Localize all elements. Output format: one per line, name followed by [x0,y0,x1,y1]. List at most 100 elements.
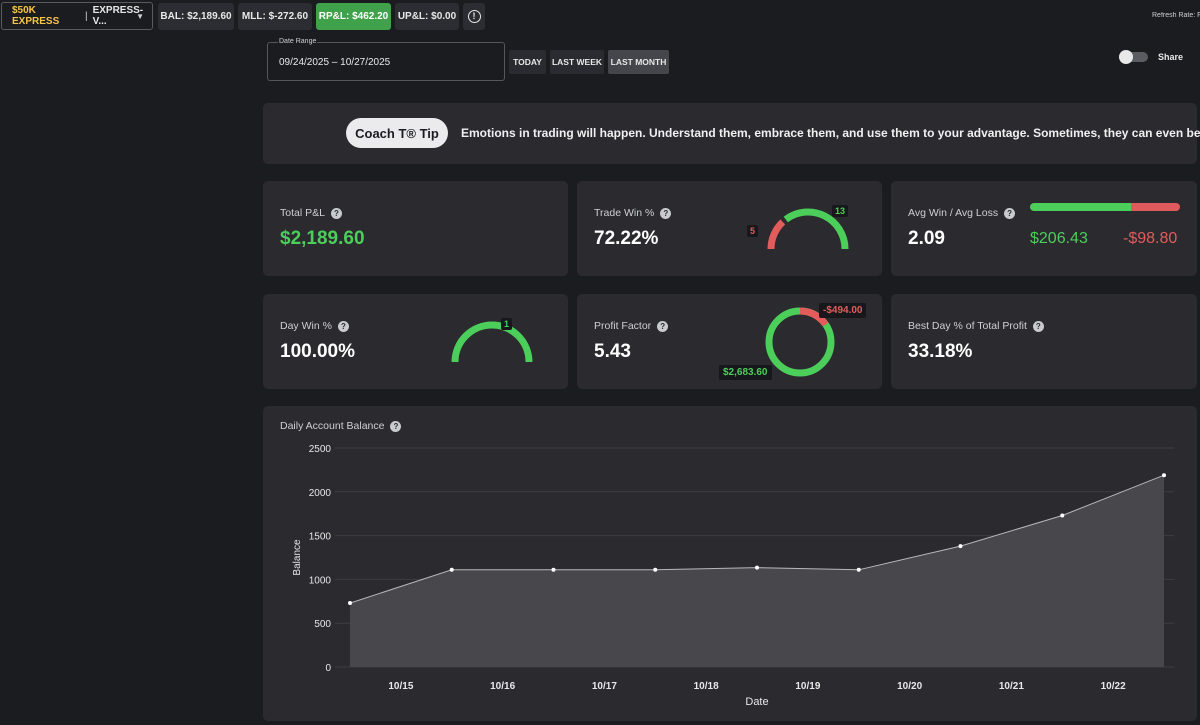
x-tick-label: 10/22 [1101,681,1126,692]
balance-point[interactable] [958,544,963,549]
day-win-gauge [451,321,533,363]
balance-point[interactable] [856,567,861,572]
coach-tip-button[interactable]: Coach T® Tip [346,118,448,148]
x-axis-label: Date [745,696,768,708]
balance-point[interactable] [653,567,658,572]
x-tick-label: 10/21 [999,681,1024,692]
share-toggle[interactable] [1119,50,1149,64]
avg-loss-segment [1131,203,1180,211]
account-id: EXPRESS-V... [92,5,144,27]
x-tick-label: 10/18 [694,681,719,692]
avg-loss-value: -$98.80 [1123,230,1178,247]
day-win-title: Day Win % [280,320,332,332]
x-tick-label: 10/17 [592,681,617,692]
last-week-button[interactable]: LAST WEEK [550,50,604,74]
trade-win-title: Trade Win % [594,207,655,219]
trade-win-card: Trade Win % ? 72.22% 13 5 [577,181,882,276]
help-icon[interactable]: ? [660,207,672,219]
avg-win-loss-title: Avg Win / Avg Loss [908,207,999,219]
info-button[interactable]: ! [463,3,485,30]
trade-win-gauge [767,208,849,250]
profit-factor-donut [765,307,835,377]
avg-win-loss-card: Avg Win / Avg Loss ? 2.09 $206.43 -$98.8… [891,181,1197,276]
profit-factor-profit-badge: $2,683.60 [719,365,772,380]
chevron-down-icon: ▼ [136,12,144,21]
balance-chip[interactable]: BAL: $2,189.60 [158,3,234,30]
top-bar: $50K EXPRESS | EXPRESS-V... ▼ BAL: $2,18… [0,0,1200,33]
rpl-chip[interactable]: RP&L: $462.20 [316,3,391,30]
balance-point[interactable] [1162,473,1166,478]
date-range-field[interactable]: Date Range 09/24/2025 – 10/27/2025 [267,38,505,81]
trade-win-loss-arc [767,219,786,250]
trade-win-losses-badge: 5 [747,225,759,237]
y-tick-label: 1500 [309,532,332,543]
chart-title: Daily Account Balance [280,420,385,432]
refresh-rate-label: Refresh Rate: Fast [1152,12,1200,19]
total-pnl-value: $2,189.60 [280,228,365,249]
best-day-value: 33.18% [908,341,973,362]
total-pnl-card: Total P&L ? $2,189.60 [263,181,568,276]
account-select[interactable]: $50K EXPRESS | EXPRESS-V... ▼ [1,2,153,30]
avg-win-value: $206.43 [1030,230,1088,247]
mll-chip[interactable]: MLL: $-272.60 [238,3,312,30]
day-win-wins-badge: 1 [501,318,513,330]
best-day-title: Best Day % of Total Profit [908,320,1027,332]
x-tick-label: 10/20 [897,681,922,692]
account-name: $50K EXPRESS [12,5,60,27]
balance-point[interactable] [551,567,556,572]
balance-point[interactable] [449,567,454,572]
y-axis-label: Balance [292,539,303,576]
y-tick-label: 2000 [309,488,332,499]
y-tick-label: 500 [314,619,331,630]
help-icon[interactable]: ? [337,320,349,332]
help-icon[interactable]: ? [1032,320,1044,332]
y-tick-label: 2500 [309,444,332,455]
balance-point[interactable] [1060,513,1065,518]
y-tick-label: 0 [325,663,331,674]
trade-win-title-row: Trade Win % ? [594,207,672,219]
coach-tip-card: Coach T® Tip Emotions in trading will ha… [263,103,1200,164]
y-tick-label: 1000 [309,575,332,586]
best-day-card: Best Day % of Total Profit ? 33.18% [891,294,1197,389]
profit-factor-card: Profit Factor ? 5.43 -$494.00 $2,683.60 [577,294,882,389]
help-icon[interactable]: ? [330,207,342,219]
balance-point[interactable] [755,565,759,570]
chart-title-row: Daily Account Balance ? [280,420,402,432]
date-range-value: 09/24/2025 – 10/27/2025 [279,57,391,68]
day-win-arc [451,321,533,363]
profit-factor-title: Profit Factor [594,320,652,332]
date-range-label: Date Range [278,38,318,45]
profit-factor-loss-arc [799,307,829,327]
today-button[interactable]: TODAY [509,50,546,74]
help-icon[interactable]: ? [390,420,402,432]
trade-win-win-arc [783,208,849,250]
total-pnl-title-row: Total P&L ? [280,207,342,219]
x-tick-label: 10/15 [388,681,413,692]
x-tick-label: 10/19 [795,681,820,692]
avg-win-loss-value: 2.09 [908,228,945,249]
profit-factor-title-row: Profit Factor ? [594,320,669,332]
balance-chart: 0 500 1000 1500 2000 2500 10/15 10/16 10/17 10/1… [292,444,1174,708]
day-win-value: 100.00% [280,341,356,362]
help-icon[interactable]: ? [1004,207,1016,219]
x-tick-label: 10/16 [490,681,515,692]
upl-chip[interactable]: UP&L: $0.00 [395,3,459,30]
day-win-card: Day Win % ? 100.00% 1 [263,294,568,389]
balance-area [350,475,1164,667]
avg-win-loss-bar [1030,203,1180,211]
day-win-title-row: Day Win % ? [280,320,349,332]
total-pnl-title: Total P&L [280,207,325,219]
avg-win-loss-title-row: Avg Win / Avg Loss ? [908,207,1016,219]
share-toggle-knob [1119,50,1133,64]
last-month-button[interactable]: LAST MONTH [608,50,669,74]
avg-win-segment [1030,203,1132,211]
balance-point[interactable] [348,601,352,606]
share-toggle-track [1123,52,1148,62]
account-separator: | [84,10,88,22]
info-icon: ! [467,10,481,23]
best-day-title-row: Best Day % of Total Profit ? [908,320,1044,332]
profit-factor-value: 5.43 [594,341,631,362]
coach-tip-text: Emotions in trading will happen. Underst… [461,126,1200,140]
share-label: Share [1158,52,1184,62]
help-icon[interactable]: ? [657,320,669,332]
